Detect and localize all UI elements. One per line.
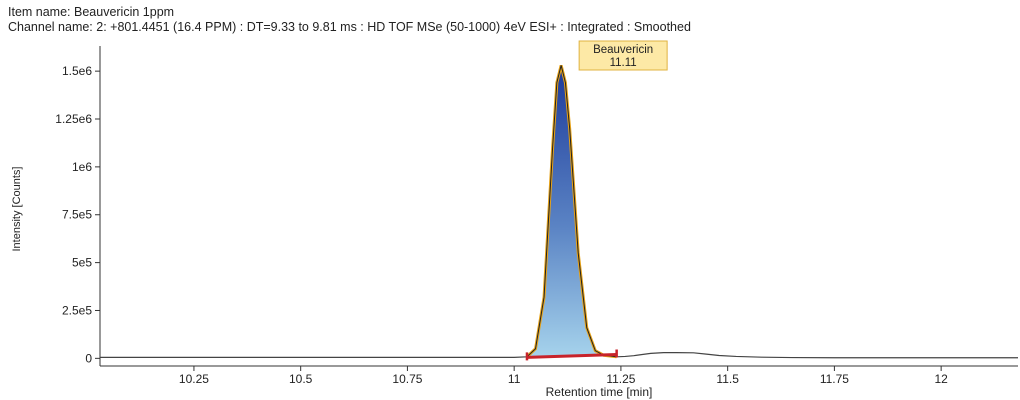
- y-tick-label: 2.5e5: [62, 303, 92, 317]
- peak-annotation-name: Beauvericin: [593, 44, 653, 56]
- x-tick-label: 11: [508, 372, 521, 386]
- y-tick-label: 7.5e5: [62, 208, 92, 222]
- y-tick-label: 1.5e6: [62, 64, 92, 78]
- x-tick-label: 11.25: [606, 372, 635, 386]
- y-tick-label: 1e6: [72, 160, 92, 174]
- y-tick-label: 0: [85, 351, 92, 365]
- peak-trace: [526, 65, 617, 358]
- x-tick-label: 10.5: [289, 372, 313, 386]
- peak-annotation-box: [578, 40, 668, 71]
- y-tick-label: 5e5: [72, 256, 92, 270]
- x-axis-label: Retention time [min]: [546, 385, 653, 399]
- y-tick-label: 1.25e6: [55, 112, 92, 126]
- x-tick-label: 11.5: [716, 372, 739, 386]
- channel-name-line: Channel name: 2: +801.4451 (16.4 PPM) : …: [8, 20, 691, 34]
- chart-header: Item name: Beauvericin 1ppm Channel name…: [8, 5, 691, 35]
- x-tick-label: 11.75: [820, 372, 849, 386]
- integration-baseline: [526, 353, 617, 359]
- x-tick-label: 10.25: [179, 372, 209, 386]
- y-axis-label: Intensity [Counts]: [11, 167, 23, 252]
- item-name-line: Item name: Beauvericin 1ppm: [8, 5, 175, 19]
- peak-area-fill: [526, 65, 617, 358]
- peak-annotation-rt: 11.11: [610, 57, 637, 69]
- x-tick-label: 12: [934, 372, 948, 386]
- x-tick-label: 10.75: [392, 372, 422, 386]
